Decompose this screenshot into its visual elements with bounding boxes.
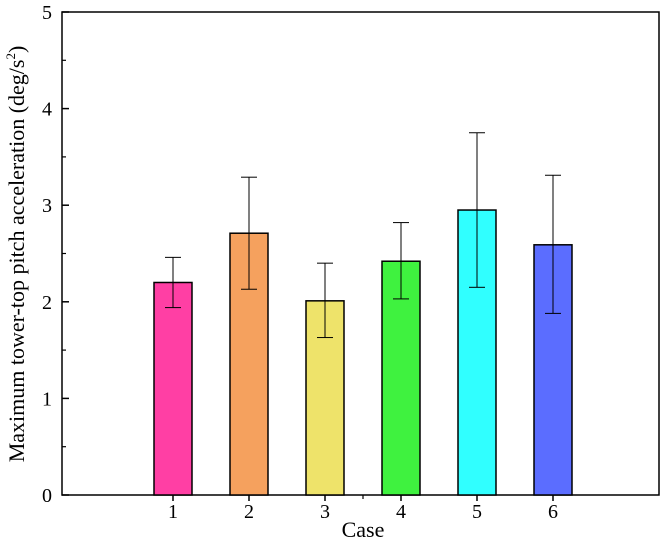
x-tick-label: 2: [244, 501, 254, 523]
x-tick-label: 5: [472, 501, 482, 523]
y-axis-title-close: ): [4, 46, 29, 53]
y-axis-ticks: 0 1 2 3 4 5: [42, 2, 69, 507]
y-tick-label: 3: [42, 195, 52, 217]
y-axis-title-superscript: 2: [3, 53, 18, 60]
error-bars: [165, 132, 561, 339]
y-tick-label: 1: [42, 388, 52, 410]
bar-case-4: [381, 260, 421, 496]
bars: [153, 209, 573, 496]
y-tick-label: 4: [42, 99, 52, 121]
bar-case-2: [229, 232, 269, 496]
y-tick-label: 0: [42, 485, 52, 507]
x-tick-label: 3: [320, 501, 330, 523]
x-axis-title: Case: [342, 517, 385, 541]
y-tick-label: 2: [42, 292, 52, 314]
x-axis-ticks: 1 2 3 4 5 6: [168, 495, 558, 523]
bar-case-1: [153, 281, 193, 496]
y-tick-label: 5: [42, 2, 52, 24]
x-tick-label: 4: [396, 501, 406, 523]
x-tick-label: 6: [548, 501, 558, 523]
x-tick-label: 1: [168, 501, 178, 523]
y-axis-title: Maximum tower-top pitch acceleration (de…: [3, 46, 29, 463]
y-axis-title-main: Maximum tower-top pitch acceleration (de…: [4, 60, 29, 463]
